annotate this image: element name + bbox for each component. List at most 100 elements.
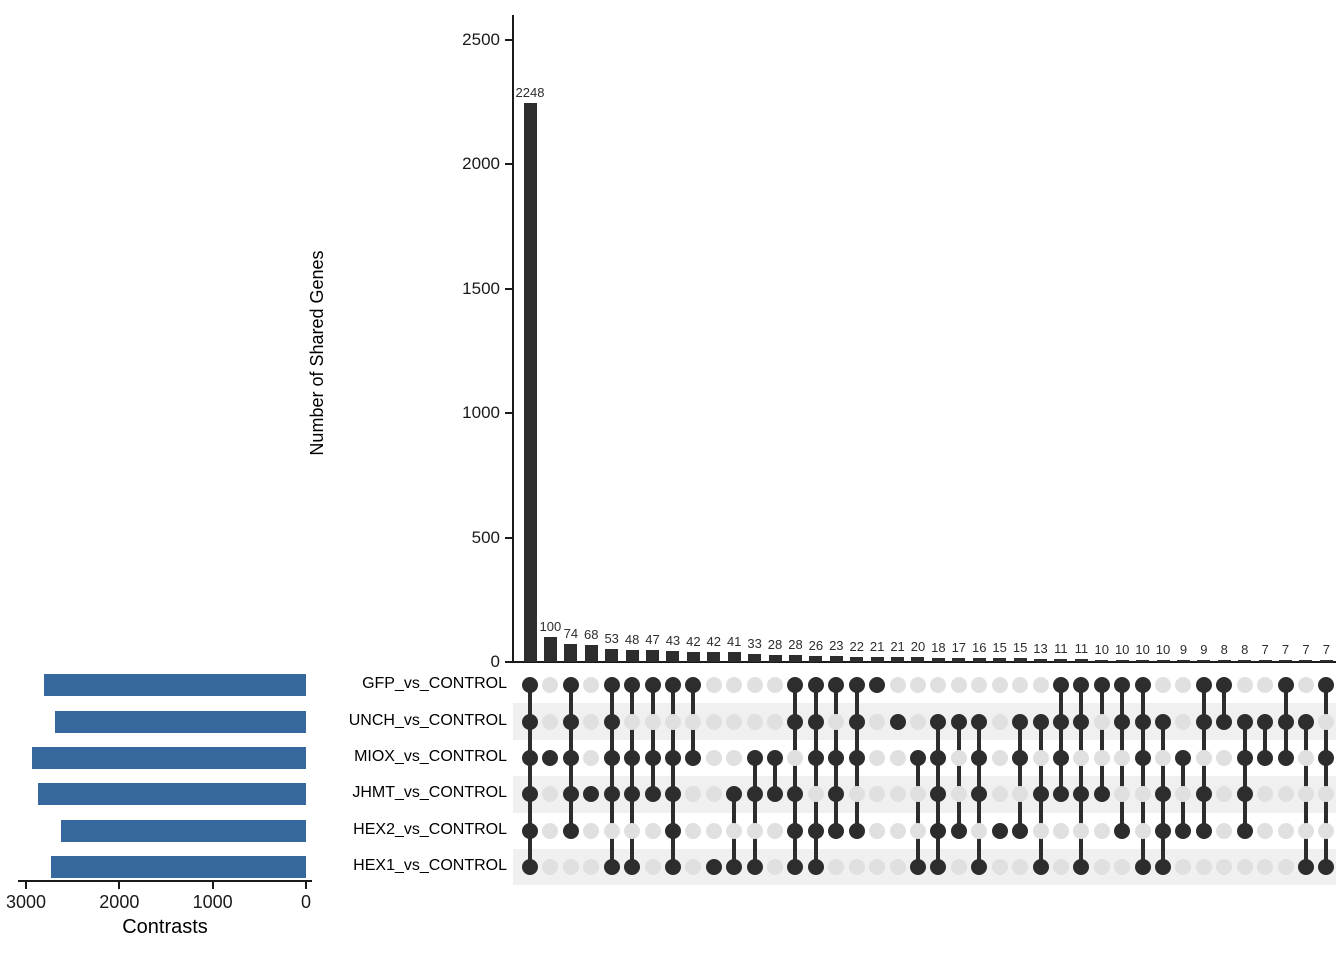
y-tick	[505, 287, 512, 290]
matrix-dot-inactive	[1155, 750, 1172, 766]
matrix-dot-inactive	[644, 859, 661, 876]
matrix-dot-active	[726, 786, 743, 803]
y-tick	[505, 163, 512, 166]
matrix-dot-inactive	[1032, 822, 1049, 839]
set-size-bar	[60, 819, 306, 842]
set-label: HEX1_vs_CONTROL	[353, 857, 507, 875]
intersection-count-label: 21	[869, 638, 885, 654]
matrix-connector	[630, 685, 635, 868]
matrix-dot-active	[1155, 786, 1172, 803]
matrix-dot-active	[1114, 713, 1131, 730]
intersection-bar	[1013, 658, 1027, 662]
matrix-dot-inactive	[1073, 822, 1090, 839]
matrix-dot-active	[971, 859, 988, 876]
matrix-dot-active	[522, 786, 538, 803]
matrix-dot-inactive	[542, 822, 559, 839]
matrix-dot-active	[930, 822, 947, 839]
matrix-connector	[609, 685, 614, 868]
matrix-dot-active	[1134, 859, 1151, 876]
matrix-connector	[1140, 685, 1145, 868]
matrix-dot-inactive	[624, 713, 641, 730]
set-axis-tick	[211, 882, 214, 889]
matrix-dot-inactive	[889, 677, 906, 694]
matrix-dot-active	[624, 677, 641, 694]
matrix-dot-active	[930, 750, 947, 766]
matrix-dot-inactive	[542, 677, 559, 694]
matrix-dot-inactive	[930, 677, 947, 694]
matrix-dot-active	[542, 750, 559, 766]
intersection-count-label: 43	[665, 633, 681, 649]
intersection-bar	[543, 637, 557, 662]
matrix-dot-active	[664, 750, 681, 766]
intersection-count-label: 17	[951, 639, 967, 655]
matrix-dot-active	[767, 750, 784, 766]
y-tick	[505, 661, 512, 663]
matrix-dot-active	[1297, 713, 1314, 730]
matrix-dot-inactive	[1114, 786, 1131, 803]
matrix-dot-active	[1318, 750, 1335, 766]
matrix-dot-inactive	[828, 713, 845, 730]
matrix-dot-active	[787, 677, 804, 694]
matrix-dot-active	[522, 750, 538, 766]
matrix-dot-inactive	[603, 822, 620, 839]
matrix-dot-inactive	[726, 677, 743, 694]
set-size-bar	[51, 856, 306, 879]
matrix-dot-active	[1175, 750, 1192, 766]
intersection-bar	[829, 656, 843, 662]
matrix-dot-active	[1257, 713, 1274, 730]
matrix-dot-inactive	[991, 677, 1008, 694]
matrix-dot-active	[1297, 859, 1314, 876]
matrix-dot-active	[1318, 677, 1335, 694]
matrix-dot-active	[1318, 859, 1335, 876]
matrix-dot-active	[1236, 822, 1253, 839]
matrix-dot-inactive	[1257, 677, 1274, 694]
matrix-dot-active	[1257, 750, 1274, 766]
matrix-dot-inactive	[1032, 677, 1049, 694]
y-axis-line	[512, 15, 514, 662]
matrix-dot-inactive	[1297, 786, 1314, 803]
x-baseline	[512, 661, 1336, 663]
matrix-dot-active	[787, 786, 804, 803]
matrix-dot-inactive	[807, 786, 824, 803]
intersection-count-label: 13	[1033, 640, 1048, 656]
matrix-dot-active	[971, 786, 988, 803]
intersection-count-label: 10	[1114, 641, 1130, 657]
matrix-dot-active	[1012, 822, 1029, 839]
set-label: UNCH_vs_CONTROL	[348, 711, 507, 729]
intersection-bar	[625, 650, 639, 662]
matrix-connector	[1324, 685, 1329, 868]
y-tick	[505, 39, 512, 41]
matrix-dot-active	[644, 677, 661, 694]
matrix-connector	[1263, 721, 1268, 758]
matrix-dot-active	[1236, 713, 1253, 730]
matrix-dot-active	[848, 750, 865, 766]
intersection-bar	[870, 656, 884, 662]
matrix-dot-inactive	[1297, 822, 1314, 839]
intersection-count-label: 21	[890, 638, 905, 654]
matrix-dot-active	[1216, 677, 1233, 694]
matrix-dot-active	[930, 859, 947, 876]
intersection-count-label: 7	[1281, 642, 1290, 657]
intersection-count-label: 68	[584, 627, 599, 643]
matrix-dot-inactive	[848, 786, 865, 803]
intersection-bar	[727, 651, 741, 662]
intersection-count-label: 53	[604, 630, 619, 646]
matrix-dot-active	[664, 859, 681, 876]
matrix-dot-inactive	[1318, 822, 1335, 839]
matrix-dot-active	[644, 786, 661, 803]
matrix-dot-active	[1032, 713, 1049, 730]
matrix-dot-active	[1073, 713, 1090, 730]
matrix-dot-active	[562, 822, 579, 839]
matrix-dot-active	[1195, 822, 1212, 839]
matrix-dot-inactive	[583, 677, 600, 694]
matrix-dot-active	[1195, 677, 1212, 694]
matrix-dot-active	[1073, 786, 1090, 803]
matrix-connector	[773, 758, 778, 795]
matrix-dot-inactive	[705, 750, 722, 766]
matrix-dot-active	[1155, 822, 1172, 839]
matrix-dot-active	[1012, 750, 1029, 766]
intersection-bar	[748, 653, 762, 662]
matrix-connector	[1079, 685, 1084, 868]
matrix-dot-inactive	[1134, 786, 1151, 803]
